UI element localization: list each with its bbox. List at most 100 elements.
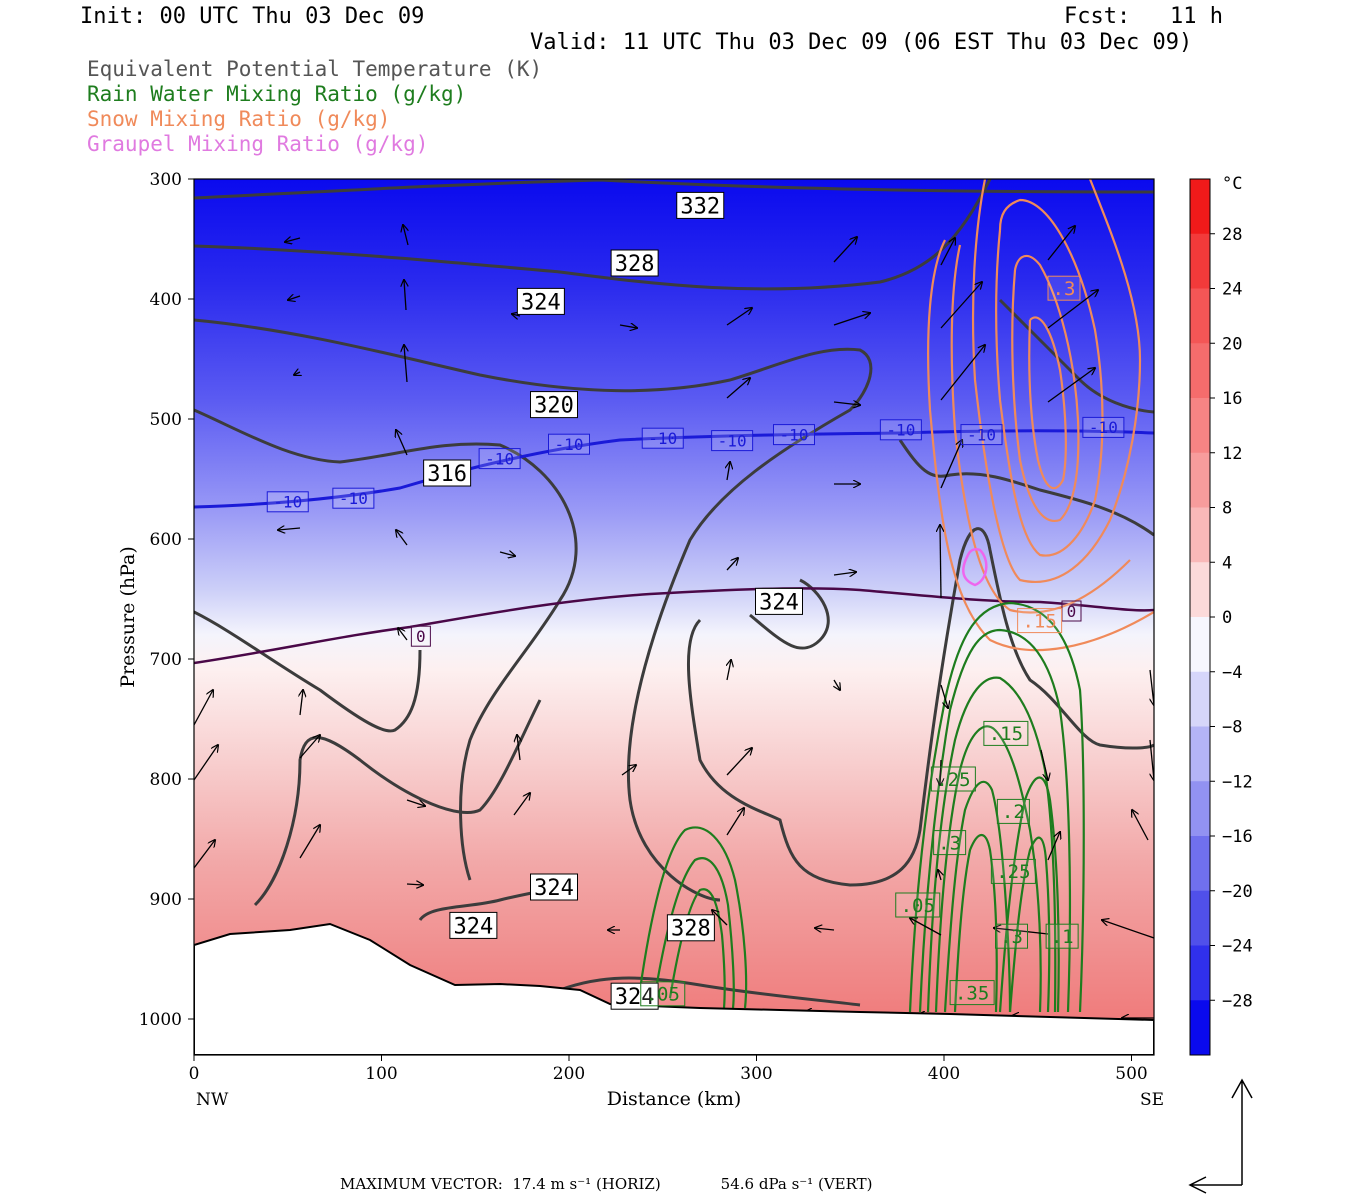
isotherm-label: -10 (1082, 416, 1125, 438)
wind-vector (726, 308, 752, 326)
contour-labels: 332 328 324 320 316 324 324 324 328 324 -10 -10 -10 -… (266, 191, 1125, 1010)
graupel-contour (962, 547, 988, 587)
theta-e-contour (194, 610, 422, 733)
wind-vector (619, 325, 637, 328)
theta-e-contour (194, 318, 873, 902)
theta-e-contour (253, 699, 542, 907)
isotherm-label-box (332, 487, 375, 509)
colorbar-unit: °C (1222, 174, 1242, 194)
rain-label-box (930, 766, 976, 792)
max-vector-vert: 54.6 dPa s⁻¹ (VERT) (720, 1175, 873, 1193)
isotherm-label: -10 (266, 491, 309, 513)
colorbar-bin (1190, 945, 1210, 1001)
wind-vector (285, 238, 301, 242)
snow-contour (1028, 316, 1067, 490)
isotherm-label-box (266, 491, 309, 513)
y-tick-label: 400 (150, 290, 182, 310)
rain-contour (953, 833, 998, 1013)
max-vector-horiz: 17.4 m s⁻¹ (HORIZ) (512, 1175, 661, 1193)
rain-label: .3 (933, 830, 967, 856)
x-tick-label: 200 (553, 1064, 585, 1084)
colorbar-bin (1190, 398, 1210, 454)
theta-e-label: 316 (423, 459, 472, 487)
forecast-hour: Fcst: 11 h (1064, 4, 1223, 29)
rain-label: .35 (949, 980, 995, 1006)
rain-label-box (983, 720, 1029, 746)
field-label-graupel: Graupel Mixing Ratio (g/kg) (87, 132, 429, 156)
isotherm-label-text: -10 (555, 435, 584, 454)
colorbar-bin (1190, 179, 1210, 235)
isotherm-0 (194, 587, 1154, 665)
x-end-right: SE (1140, 1090, 1164, 1110)
wind-vector (398, 628, 408, 641)
theta-e-label-box (666, 914, 715, 942)
isotherm-label: 0 (410, 625, 431, 647)
theta-e-label: 324 (449, 911, 498, 939)
theta-e-label-text: 316 (427, 462, 467, 487)
theta-e-label-box (755, 587, 803, 615)
colorbar-bin (1190, 1000, 1210, 1056)
wind-vector (1150, 669, 1154, 705)
colorbar-label: 16 (1222, 389, 1242, 409)
colorbar-bin (1190, 233, 1210, 289)
wind-vector (712, 910, 728, 926)
isotherm-label-text: -10 (718, 431, 747, 450)
rain-label: .05 (895, 892, 941, 918)
wind-vector (1102, 920, 1154, 939)
wind-vector (512, 314, 521, 316)
y-axis-label: Pressure (hPa) (117, 546, 139, 688)
snow-label-text: .15 (1022, 610, 1056, 632)
isotherm-label-text: -10 (339, 489, 368, 508)
snow-label-text: .3 (1053, 278, 1076, 300)
wind-vector (499, 552, 515, 556)
rain-contour (926, 676, 1057, 1013)
isotherm-label: -10 (548, 433, 590, 455)
wind-vector (726, 378, 750, 399)
reference-horizontal-arrow (1188, 1176, 1242, 1194)
rain-label-box (895, 892, 941, 918)
isotherm-label-box (548, 433, 590, 455)
snow-contour (927, 239, 1154, 652)
theta-e-label: 324 (610, 982, 659, 1010)
wind-vector (1047, 290, 1098, 329)
rain-label: .2 (996, 798, 1030, 824)
colorbar-bin (1190, 726, 1210, 782)
colorbar-bin (1190, 343, 1210, 399)
isotherm-label-box (879, 419, 922, 441)
wind-vector (403, 225, 409, 246)
theta-e-label-box (610, 982, 659, 1010)
x-axis: 0 100 200 300 400 500 (189, 1055, 1148, 1084)
colorbar-bin (1190, 617, 1210, 673)
rain-label-box (949, 980, 995, 1006)
colorbar-bin (1190, 452, 1210, 508)
colorbar-label: −8 (1222, 718, 1242, 738)
theta-e-label-text: 324 (759, 590, 799, 615)
isotherm-label-text: 0 (1067, 602, 1077, 621)
x-tick-label: 300 (740, 1064, 772, 1084)
rain-contour (934, 725, 1042, 1013)
theta-e-label: 324 (530, 873, 578, 901)
isotherm-label-text: -10 (967, 425, 996, 444)
wind-vector (940, 525, 941, 599)
reference-vertical-arrow (1231, 1078, 1253, 1185)
isotherm-label: -10 (879, 419, 922, 441)
colorbar-bin (1190, 890, 1210, 946)
valid-time: Valid: 11 UTC Thu 03 Dec 09 (06 EST Thu … (530, 30, 1193, 55)
wind-vector (833, 402, 860, 405)
theta-e-label: 328 (666, 914, 715, 942)
isotherm-label-text: -10 (273, 493, 302, 512)
isotherm-label-box (641, 427, 684, 449)
wind-vector (1047, 832, 1060, 861)
theta-e-label: 328 (610, 249, 659, 277)
theta-e-contour (687, 527, 1154, 887)
rain-label-text: .25 (996, 861, 1030, 883)
colorbar-label: 4 (1222, 553, 1232, 573)
rain-label-box (996, 798, 1030, 824)
rain-label: .3 (995, 923, 1028, 949)
rain-contour (918, 628, 1072, 1013)
wind-vector (940, 282, 982, 329)
rain-label: .1 (1045, 923, 1079, 949)
colorbar-label: −20 (1222, 882, 1253, 902)
theta-e-contour (559, 976, 861, 1007)
